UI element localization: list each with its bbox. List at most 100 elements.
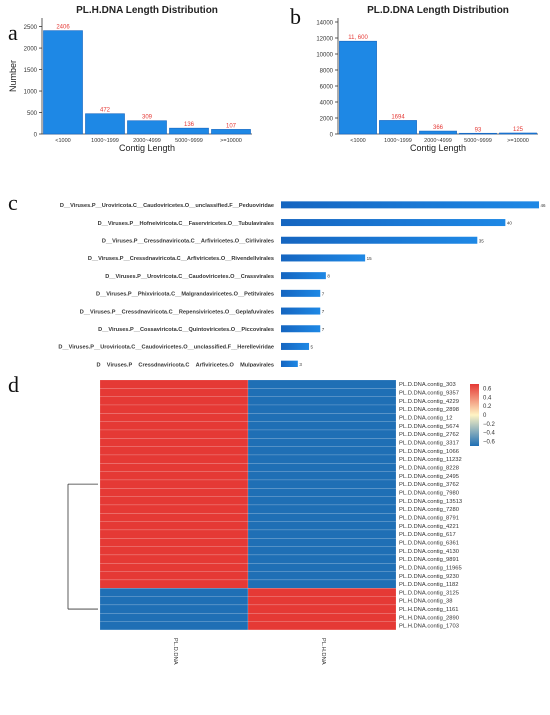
chart-a-y-tick-label: 500 — [27, 111, 38, 117]
chart-b-x-tick-label: 2000~4999 — [424, 138, 452, 144]
heatmap-row-label: PL.D.DNA.contig_2762 — [399, 432, 459, 438]
heatmap-row-label: PL.H.DNA.contig_38 — [399, 599, 453, 605]
chart-c-category-label: D__Viruses.P__Uroviricota.C__Caudovirice… — [58, 345, 274, 351]
heatmap-row-label: PL.D.DNA.contig_4130 — [399, 549, 459, 555]
chart-c-category-label: D__Viruses.P__Cressdnaviricota.C__Arfivi… — [97, 362, 274, 367]
heatmap-cell — [247, 446, 397, 456]
heatmap-cell — [99, 471, 249, 481]
chart-b-value-label: 125 — [513, 127, 524, 133]
chart-b-x-tick-label: 1000~1999 — [384, 138, 412, 144]
chart-c-category-label: D__Viruses.P__Cressdnaviricota.C__Arfivi… — [102, 238, 274, 244]
heatmap-row-label: PL.D.DNA.contig_12 — [399, 415, 453, 421]
heatmap-cell — [99, 563, 249, 572]
chart-c-category-label: D__Viruses.P__Cossaviricota.C__Quintovir… — [98, 327, 274, 333]
heatmap-cell — [247, 588, 397, 597]
heatmap-column-label: PL.D.DNA — [172, 638, 178, 665]
chart-a-x-label: Contig Length — [119, 143, 175, 153]
chart-a-value-label: 136 — [184, 122, 195, 128]
heatmap-cell — [247, 413, 397, 422]
panel-letter-c: c — [8, 190, 18, 215]
heatmap-row-label: PL.D.DNA.contig_2495 — [399, 474, 459, 480]
chart-a-value-label: 472 — [100, 108, 111, 114]
heatmap-cell — [247, 513, 397, 522]
chart-a-bar — [169, 127, 209, 135]
chart-a-x-tick-label: 1000~1999 — [91, 138, 119, 144]
chart-c-bar — [281, 307, 321, 315]
chart-a-x-tick-label: <1000 — [55, 138, 70, 144]
heatmap-row-label: PL.D.DNA.contig_617 — [399, 532, 456, 538]
colorbar-tick-label: 0.4 — [483, 395, 492, 401]
heatmap-cell — [247, 404, 397, 414]
heatmap-cell — [99, 571, 249, 581]
heatmap-cell — [99, 554, 249, 564]
chart-b-bar — [379, 120, 417, 135]
chart-c-bar — [281, 219, 506, 227]
heatmap-cell — [99, 388, 249, 397]
heatmap-cell — [99, 596, 249, 606]
heatmap-cell — [99, 413, 249, 422]
heatmap-row-label: PL.H.DNA.contig_1703 — [399, 624, 459, 630]
heatmap-row-label: PL.D.DNA.contig_1182 — [399, 582, 459, 588]
heatmap-cell — [99, 546, 249, 556]
heatmap-cell — [247, 421, 397, 431]
colorbar-tick-label: 0.2 — [483, 404, 492, 410]
heatmap-cell — [99, 438, 249, 447]
chart-a-y-tick-label: 0 — [34, 133, 38, 139]
chart-a-bar — [211, 129, 251, 135]
chart-b-y-tick-label: 2000 — [320, 117, 334, 123]
chart-b-y-tick-label: 0 — [330, 133, 334, 139]
chart-c-bar — [281, 289, 321, 297]
heatmap-cell — [99, 463, 249, 472]
chart-a-bar — [43, 30, 83, 135]
heatmap-cell — [247, 579, 397, 589]
chart-b-y-tick-label: 14000 — [316, 21, 333, 27]
heatmap-cell — [247, 488, 397, 497]
heatmap-cell — [247, 479, 397, 489]
chart-c-category-label: D__Viruses.P__Uroviricota.C__Caudovirice… — [60, 203, 274, 209]
heatmap-cell — [247, 621, 397, 631]
heatmap-cell — [99, 613, 249, 622]
heatmap-cell — [99, 396, 249, 406]
chart-b-y-tick-label: 6000 — [320, 85, 334, 91]
colorbar — [470, 384, 479, 446]
heatmap-cell — [99, 579, 249, 589]
chart-c-bar — [281, 325, 321, 333]
chart-b-value-label: 366 — [433, 125, 444, 131]
chart-b-bar — [499, 132, 537, 135]
heatmap-row-label: PL.D.DNA.contig_3317 — [399, 440, 459, 446]
heatmap-cell — [99, 454, 249, 464]
chart-a-x-tick-label: 5000~9999 — [175, 138, 203, 144]
chart-c-bar — [281, 236, 478, 244]
heatmap-row-label: PL.D.DNA.contig_7980 — [399, 490, 459, 496]
chart-b-y-tick-label: 4000 — [320, 101, 334, 107]
chart-a-x-tick-label: 2000~4999 — [133, 138, 161, 144]
chart-a-y-tick-label: 2000 — [24, 47, 38, 53]
heatmap-cell — [247, 571, 397, 581]
heatmap-row-label: PL.D.DNA.contig_2898 — [399, 407, 459, 413]
heatmap-row-label: PL.D.DNA.contig_8228 — [399, 465, 459, 471]
heatmap-cell — [247, 563, 397, 572]
panel-letter-a: a — [8, 20, 18, 45]
heatmap-row-label: PL.D.DNA.contig_9357 — [399, 390, 459, 396]
chart-a: PL.H.DNA Length Distribution 0 500 1000 1500… — [8, 5, 252, 153]
chart-b-x-label: Contig Length — [410, 143, 466, 153]
colorbar-tick-label: 0 — [483, 413, 487, 419]
heatmap-cell — [247, 521, 397, 531]
heatmap-row-label: PL.D.DNA.contig_11965 — [399, 565, 462, 571]
heatmap-row-label: PL.D.DNA.contig_3762 — [399, 482, 459, 488]
heatmap-cell — [99, 379, 249, 389]
heatmap-cell — [99, 404, 249, 414]
heatmap-cell — [247, 546, 397, 556]
heatmap-row-label: PL.D.DNA.contig_1066 — [399, 449, 459, 455]
chart-a-value-label: 107 — [226, 123, 237, 129]
colorbar-tick-label: 0.6 — [483, 386, 492, 392]
chart-b-value-label: 1694 — [391, 114, 405, 120]
chart-b-bar — [459, 132, 497, 135]
chart-a-y-tick-label: 1000 — [24, 90, 38, 96]
chart-c-bar — [281, 342, 310, 350]
heatmap-row-label: PL.H.DNA.contig_1161 — [399, 607, 459, 613]
heatmap-cell — [247, 504, 397, 514]
chart-b-y-tick-label: 8000 — [320, 69, 334, 75]
heatmap-row-label: PL.D.DNA.contig_7280 — [399, 507, 459, 513]
panel-letter-b: b — [290, 4, 301, 29]
